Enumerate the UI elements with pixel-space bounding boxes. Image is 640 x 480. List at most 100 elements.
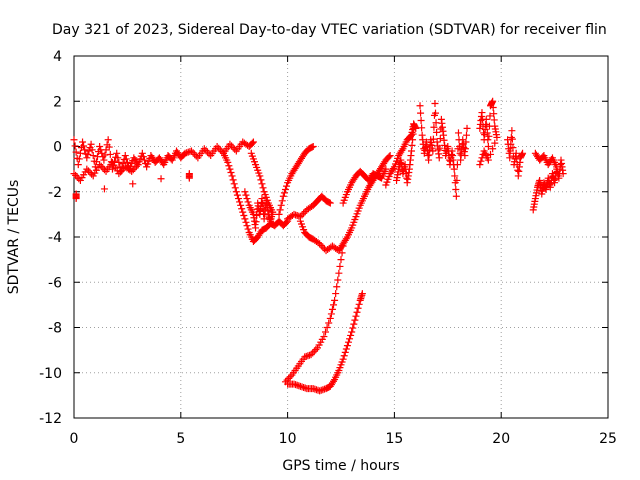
data-point <box>436 135 444 143</box>
data-point <box>74 161 82 169</box>
data-point <box>259 184 267 192</box>
data-point <box>418 124 426 132</box>
data-point <box>99 164 107 172</box>
data-point <box>283 218 291 226</box>
data-point <box>519 149 527 157</box>
y-tick-label: -8 <box>48 321 62 337</box>
data-point <box>312 346 320 354</box>
data-point <box>462 138 470 146</box>
data-point <box>87 140 95 148</box>
data-point <box>476 161 484 169</box>
data-point <box>224 158 232 166</box>
data-point <box>71 142 79 150</box>
data-point <box>72 148 80 156</box>
data-point <box>256 172 264 180</box>
data-point <box>277 201 285 209</box>
data-point <box>506 154 514 162</box>
data-point <box>242 218 250 226</box>
data-point <box>187 147 195 155</box>
data-point <box>340 352 348 360</box>
data-point <box>344 338 352 346</box>
data-point <box>317 241 325 249</box>
data-point <box>79 138 87 146</box>
data-point <box>489 145 497 153</box>
data-point <box>204 148 211 156</box>
data-point <box>233 191 241 199</box>
data-point <box>351 316 359 324</box>
data-point <box>358 290 366 298</box>
data-point <box>432 109 440 117</box>
data-point <box>310 347 318 355</box>
data-point <box>237 201 245 209</box>
data-point <box>507 133 515 141</box>
x-tick-label: 10 <box>279 431 297 447</box>
data-point <box>429 147 437 155</box>
data-point <box>88 170 96 178</box>
data-point <box>435 154 443 162</box>
data-point <box>140 156 148 164</box>
data-point <box>509 144 517 152</box>
data-point <box>275 210 283 218</box>
data-point <box>462 131 470 139</box>
data-point <box>433 128 441 136</box>
data-point <box>484 136 492 144</box>
data-point <box>241 188 249 196</box>
data-point <box>128 167 136 175</box>
data-point <box>343 342 351 350</box>
data-point <box>382 165 390 173</box>
data-point <box>234 195 242 203</box>
data-point <box>280 189 288 197</box>
data-point <box>339 355 347 363</box>
data-point <box>490 116 498 124</box>
data-point <box>100 185 108 193</box>
y-tick-label: 4 <box>53 49 62 65</box>
y-tick-label: -6 <box>48 275 62 291</box>
data-point <box>157 175 165 183</box>
data-point <box>332 290 340 298</box>
data-point <box>461 152 469 160</box>
data-point <box>451 172 459 180</box>
data-point <box>355 300 363 308</box>
data-point <box>104 136 112 144</box>
data-point <box>228 172 236 180</box>
x-axis-title: GPS time / hours <box>282 458 399 474</box>
data-point <box>430 123 438 131</box>
data-point <box>253 212 261 220</box>
data-point <box>429 135 437 143</box>
data-point <box>115 158 123 166</box>
data-point <box>200 145 208 153</box>
data-point <box>489 97 497 105</box>
data-point <box>410 124 418 132</box>
data-point <box>559 170 567 178</box>
data-point <box>226 140 234 148</box>
data-point <box>70 170 78 178</box>
data-point <box>185 174 193 182</box>
data-point <box>139 153 147 161</box>
data-point <box>269 208 277 216</box>
data-point <box>316 240 324 248</box>
axis-ticks: 0 5 10 15 20 25 -12 -10 -8 -6 -4 -2 0 2 4 <box>39 49 617 447</box>
data-point <box>452 185 460 193</box>
data-point <box>386 152 394 160</box>
data-point <box>452 192 460 200</box>
data-point <box>339 242 347 250</box>
data-point <box>96 161 104 169</box>
data-point <box>478 154 486 162</box>
data-point <box>508 135 516 143</box>
data-point <box>286 373 294 381</box>
data-point <box>334 276 342 284</box>
data-point <box>319 243 327 251</box>
data-point <box>436 144 444 152</box>
data-point <box>243 195 251 203</box>
data-point <box>96 143 104 150</box>
data-point <box>331 296 339 304</box>
data-point <box>489 103 497 111</box>
data-point <box>337 256 345 264</box>
data-point <box>244 225 252 233</box>
y-tick-label: -10 <box>39 366 62 382</box>
data-point <box>298 211 306 219</box>
data-point <box>485 132 493 140</box>
data-point <box>115 170 123 178</box>
x-tick-label: 25 <box>599 431 617 447</box>
